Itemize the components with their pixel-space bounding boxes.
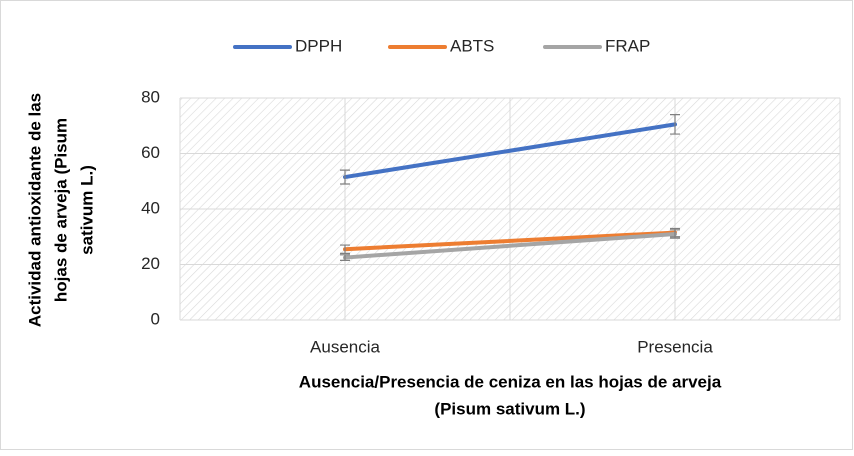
series-line: [343, 122, 677, 180]
y-tick-label: 20: [141, 254, 160, 273]
y-axis-title: Actividad antioxidante de las: [25, 93, 44, 327]
y-tick-label: 60: [141, 143, 160, 162]
y-axis-title: hojas de arveja (Pisum: [51, 118, 70, 302]
legend-label: FRAP: [605, 36, 650, 55]
error-bar: [340, 244, 350, 254]
x-axis-title: Ausencia/Presencia de ceniza en las hoja…: [299, 372, 722, 391]
y-tick-label: 80: [141, 87, 160, 106]
x-tick-label: Presencia: [637, 337, 713, 356]
legend-label: DPPH: [295, 36, 342, 55]
y-tick-label: 0: [151, 309, 160, 328]
legend-label: ABTS: [450, 36, 494, 55]
error-bar: [340, 169, 350, 185]
error-bar: [340, 254, 350, 261]
error-bar: [670, 114, 680, 135]
x-axis-title: (Pisum sativum L.): [434, 399, 585, 418]
series-line: [343, 231, 677, 260]
series-line: [343, 230, 677, 252]
x-tick-label: Ausencia: [310, 337, 380, 356]
y-axis-title: sativum L.): [77, 165, 96, 255]
error-bar: [670, 229, 680, 239]
y-tick-label: 40: [141, 198, 160, 217]
